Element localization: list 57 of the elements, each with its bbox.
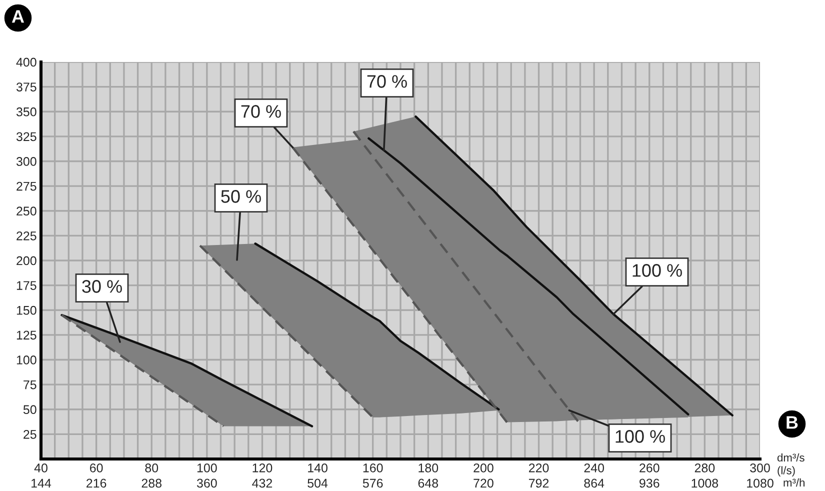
x2-tick-label: 1008 [692, 478, 718, 488]
x-tick-label: 60 [90, 463, 103, 472]
y-tick-label: 375 [16, 82, 36, 92]
y-tick-label: 250 [16, 206, 36, 216]
x2-tick-label: 144 [32, 478, 52, 488]
x-tick-label: 240 [584, 463, 604, 472]
y-tick-label: 175 [16, 281, 36, 290]
y-tick-label: 75 [24, 380, 36, 390]
annotation: 100 % [616, 430, 665, 443]
y-tick-label: 275 [16, 182, 36, 191]
x-tick-label: 220 [528, 463, 549, 472]
y-tick-label: 125 [16, 330, 36, 340]
y-tick-label: 25 [24, 430, 36, 439]
x2-tick-label: 360 [196, 478, 217, 488]
x-tick-label: 160 [363, 463, 383, 472]
annotation: 70 % [367, 75, 407, 88]
y-tick-label: 150 [16, 306, 36, 315]
x-tick-label: 140 [308, 463, 328, 472]
y-tick-label: 350 [16, 107, 36, 116]
y-tick-label: 100 [16, 356, 36, 364]
annotation: 70 % [241, 105, 281, 118]
text: A [12, 10, 24, 23]
x-tick-label: 280 [694, 463, 715, 472]
y-tick-label: 225 [16, 231, 36, 240]
x-tick-label: 80 [145, 463, 158, 472]
y-tick-label: 300 [16, 157, 36, 166]
x2-tick-label: 432 [252, 478, 272, 488]
line-series [414, 115, 734, 416]
x2-tick-label: 288 [142, 478, 162, 488]
x2-tick-label: 720 [474, 478, 494, 488]
y-tick-label: 200 [16, 256, 36, 266]
annotation: 30 % [82, 280, 122, 293]
x2-tick-label: 864 [584, 478, 604, 488]
x2-tick-label: 576 [362, 478, 383, 488]
annotation: 100 % [632, 264, 682, 277]
text: B [786, 416, 798, 429]
x2-tick-label: 216 [86, 478, 106, 488]
x-tick-label: 40 [34, 463, 48, 472]
x-tick-label: 120 [252, 463, 272, 472]
x-tick-label: 260 [640, 463, 660, 472]
x-axis-title: dm³/s (l/s) [777, 453, 804, 477]
y-tick-label: 400 [16, 58, 36, 67]
x2-tick-label: 792 [528, 478, 549, 488]
x-tick-label: 200 [474, 463, 494, 472]
line-series [254, 242, 500, 410]
x2-tick-label: 504 [308, 478, 328, 488]
x-tick-label: 180 [418, 463, 438, 472]
x2-tick-label: 1080 [747, 478, 774, 488]
line-series [368, 137, 690, 416]
x-tick-label: 300 [750, 463, 770, 472]
annotation: 50 % [221, 190, 261, 203]
x2-tick-label: 936 [640, 478, 660, 488]
x-tick-label: 100 [197, 463, 217, 472]
x2-tick-label: 648 [418, 478, 438, 488]
x2-axis-title: m³/h [784, 478, 804, 487]
y-tick-label: 325 [16, 132, 36, 142]
y-tick-label: 50 [23, 405, 36, 414]
